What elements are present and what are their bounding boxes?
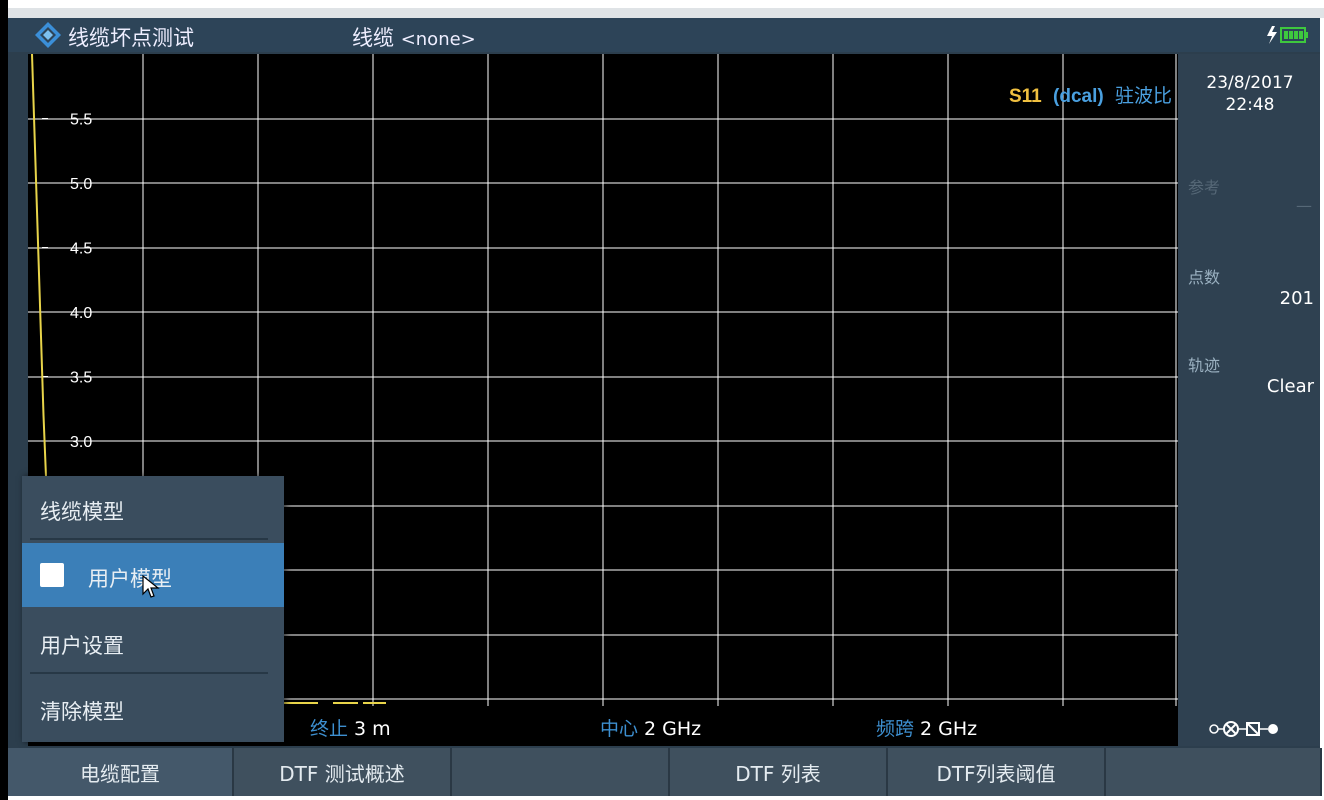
user-model-checkbox[interactable]: [40, 563, 64, 587]
reference-label: 参考: [1188, 178, 1221, 197]
menu-item-label: 清除模型: [40, 700, 124, 724]
title-bar: 线缆坏点测试 线缆 <none>: [8, 18, 1320, 52]
softkey-empty-2[interactable]: [1106, 748, 1322, 796]
y-tick-label: 4.0: [70, 305, 92, 322]
cable-indicator[interactable]: 线缆 <none>: [352, 22, 476, 52]
softkey-label: DTF列表阈值: [936, 761, 1056, 786]
status-sidebar: 23/8/2017 22:48 参考 — 点数 201 轨迹 Clear: [1178, 54, 1320, 746]
y-tick-label: 4.5: [70, 241, 92, 258]
trace-calibration: (dcal): [1053, 86, 1104, 107]
plot-area[interactable]: 5.5 5.0 4.5 4.0 3.5 3.0 S11 (dcal) 驻波比: [28, 54, 1178, 706]
menu-separator: [30, 538, 268, 540]
trace-format: 驻波比: [1115, 85, 1172, 107]
menu-item-label: 线缆模型: [40, 500, 124, 524]
app-logo-icon: [35, 22, 61, 48]
softkey-empty-1[interactable]: [452, 748, 670, 796]
menu-item-user-settings[interactable]: 用户设置: [22, 610, 284, 674]
menu-item-user-model[interactable]: 用户模型: [22, 543, 284, 607]
date: 23/8/2017: [1206, 73, 1294, 93]
menu-item-clear-model[interactable]: 清除模型: [22, 676, 284, 740]
softkey-dtf-overview[interactable]: DTF 测试概述: [234, 748, 452, 796]
cable-label: 线缆: [352, 26, 394, 50]
softkey-label: 电缆配置: [80, 761, 160, 786]
reference-value: —: [1296, 196, 1312, 215]
softkey-label: DTF 列表: [735, 761, 821, 786]
y-tick-label: 5.5: [70, 112, 92, 129]
mouse-pointer-icon: [142, 575, 160, 598]
softkey-cable-config[interactable]: 电缆配置: [8, 748, 234, 796]
softkey-dtf-list[interactable]: DTF 列表: [670, 748, 888, 796]
points-label: 点数: [1188, 268, 1221, 287]
stop-distance[interactable]: 终止 3 m: [310, 714, 391, 741]
port-connection-icon: [1209, 721, 1278, 737]
stop-label: 终止: [310, 718, 349, 740]
center-label: 中心: [600, 718, 639, 740]
instrument-screen: 线缆坏点测试 线缆 <none> 5.5 5.0 4.5 4.0 3.5 3.0 S11 …: [8, 18, 1322, 796]
cable-config-menu: 线缆模型 用户模型 用户设置 清除模型: [22, 476, 284, 742]
menu-item-label: 用户模型: [88, 567, 172, 591]
menu-item-label: 用户设置: [40, 634, 124, 658]
y-tick-label: 3.5: [70, 370, 92, 387]
cable-value: <none>: [400, 29, 476, 50]
trace-mode-label: 轨迹: [1188, 356, 1221, 375]
y-tick-label: 5.0: [70, 176, 92, 193]
date-time: 23/8/2017 22:48: [1188, 72, 1312, 116]
stop-value: 3 m: [354, 718, 391, 740]
center-frequency[interactable]: 中心 2 GHz: [600, 714, 701, 741]
frequency-span[interactable]: 频跨 2 GHz: [876, 714, 977, 741]
menu-item-cable-model[interactable]: 线缆模型: [22, 476, 284, 540]
time: 22:48: [1225, 95, 1275, 115]
span-label: 频跨: [876, 718, 915, 740]
y-tick-label: 3.0: [70, 434, 92, 451]
points-value: 201: [1279, 288, 1314, 309]
softkey-bar: 电缆配置 DTF 测试概述 DTF 列表 DTF列表阈值: [8, 748, 1322, 796]
left-frame: [0, 0, 8, 800]
softkey-label: DTF 测试概述: [279, 761, 405, 786]
menu-separator: [30, 672, 268, 674]
center-value: 2 GHz: [644, 718, 702, 740]
trace-info-label: S11 (dcal) 驻波比: [1009, 85, 1172, 107]
mode-title: 线缆坏点测试: [68, 26, 194, 50]
battery-charging-icon: [1267, 26, 1308, 44]
trace-s-parameter: S11: [1009, 86, 1042, 107]
span-value: 2 GHz: [920, 718, 978, 740]
top-frame: [8, 8, 1324, 18]
softkey-dtf-list-threshold[interactable]: DTF列表阈值: [888, 748, 1106, 796]
trace-mode-value: Clear: [1266, 376, 1314, 397]
